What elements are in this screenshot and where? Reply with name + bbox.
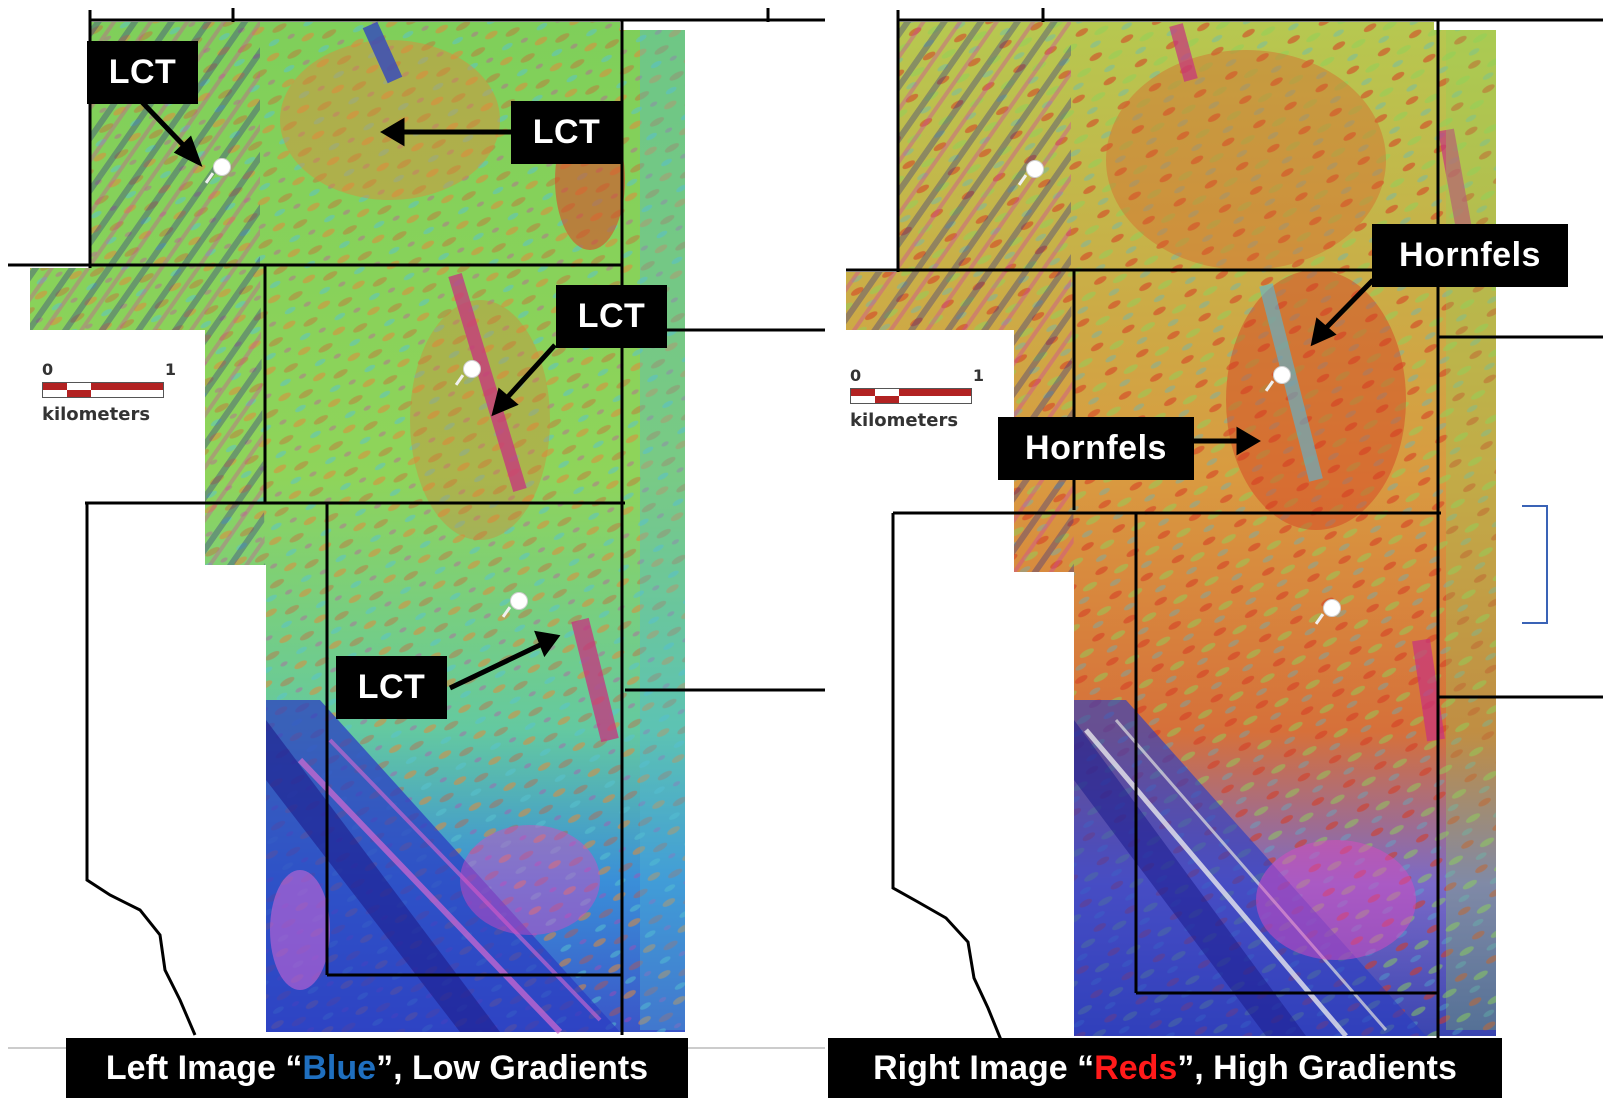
location-pin-icon	[463, 360, 481, 378]
location-pin-icon	[1323, 599, 1341, 617]
scale-start-label: 0	[42, 360, 54, 379]
left-map-panel: LCT LCT LCT LCT 0 1 kilometers Left Imag…	[0, 0, 846, 1120]
scale-bar-graphic	[42, 382, 164, 398]
scale-end-label: 1	[164, 360, 176, 379]
location-pin-icon	[213, 158, 231, 176]
hornfels-label: Hornfels	[1372, 224, 1568, 287]
caption-text: Right Image “	[873, 1048, 1095, 1087]
location-pin-icon	[1026, 160, 1044, 178]
lct-label: LCT	[511, 101, 622, 164]
scale-unit-label: kilometers	[42, 404, 151, 425]
scale-unit-label: kilometers	[850, 410, 959, 431]
caption-text: Left Image “	[105, 1048, 303, 1087]
caption-text: ”, High Gradients	[1177, 1048, 1457, 1087]
left-magnetic-map	[8, 8, 825, 1049]
right-magnetic-map	[846, 8, 1603, 1041]
left-caption: Left Image “Blue”, Low Gradients	[66, 1038, 688, 1098]
lct-label: LCT	[87, 41, 198, 104]
caption-text: ”, Low Gradients	[376, 1048, 649, 1087]
caption-highlight-blue: Blue	[302, 1048, 377, 1087]
scale-bar-graphic	[850, 388, 972, 404]
lct-label: LCT	[556, 285, 667, 348]
scale-end-label: 1	[972, 366, 984, 385]
scale-start-label: 0	[850, 366, 862, 385]
location-pin-icon	[1273, 366, 1291, 384]
scale-bar: 0 1 kilometers	[40, 360, 180, 440]
hornfels-label: Hornfels	[998, 417, 1194, 480]
right-map-panel: Hornfels Hornfels 0 1 kilometers Right I…	[828, 0, 1603, 1120]
location-pin-icon	[510, 592, 528, 610]
bracket-marker	[1522, 505, 1548, 624]
lct-label: LCT	[336, 656, 447, 719]
scale-bar: 0 1 kilometers	[848, 366, 988, 446]
caption-highlight-red: Reds	[1094, 1048, 1178, 1087]
right-caption: Right Image “Reds”, High Gradients	[828, 1038, 1502, 1098]
